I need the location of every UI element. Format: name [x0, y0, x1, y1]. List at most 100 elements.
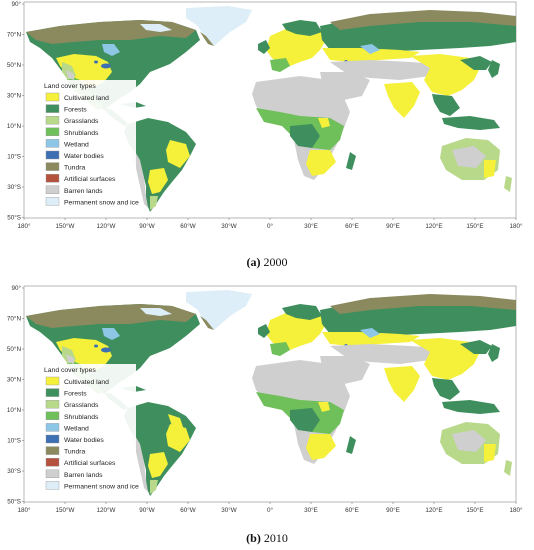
lat-tick-label: 70°N: [7, 31, 22, 39]
china-cultivated: [410, 54, 480, 96]
lake-winnipeg: [94, 344, 98, 348]
lon-tick-label: 150°W: [56, 506, 75, 514]
legend-label: Artificial surfaces: [64, 176, 116, 183]
legend-swatch: [45, 197, 60, 206]
lat-tick-label: 50°S: [7, 498, 21, 506]
legend-swatch: [45, 185, 60, 195]
lat-tick-label: 30°S: [7, 467, 21, 475]
lat-tick-label: 50°N: [7, 61, 22, 69]
lat-tick-label: 90°: [11, 0, 21, 8]
caption-letter-a: (a): [246, 255, 261, 269]
lon-tick-label: 60°E: [345, 222, 359, 230]
legend-label: Permanent snow and ice: [64, 483, 139, 490]
europe-cultivated: [266, 26, 326, 66]
southeast-asia: [432, 94, 460, 116]
manchuria-forest: [460, 340, 492, 354]
south-america-forest: [124, 118, 196, 212]
lat-tick-label: 50°S: [7, 214, 21, 222]
legend-swatch: [45, 399, 60, 409]
legend-swatch: [45, 104, 60, 113]
north-america-forest: [26, 304, 200, 394]
west-siberian-wetland: [360, 328, 380, 338]
legend-swatch: [45, 481, 60, 490]
lon-tick-label: 180°: [17, 506, 31, 514]
legend-label: Cultivated land: [64, 379, 109, 386]
land-masses: [26, 6, 516, 212]
amazon-frontier-2010: [168, 414, 184, 432]
siberia-tundra: [330, 294, 516, 314]
lake-winnipeg: [94, 60, 98, 64]
map-panel-2010: 90° 70°N 50°N 30°N 10°N 10°S 30°S 50°S 180° 150°W…: [0, 284, 534, 550]
british-isles: [258, 40, 270, 54]
longitude-ticks: 180° 150°W 120°W 90°W 60°W 30°W 0° 30°E 60°E 90°E…: [17, 502, 523, 514]
congo-forest: [290, 408, 320, 432]
legend-label: Tundra: [64, 165, 86, 172]
brazil-cultivated: [166, 140, 190, 168]
us-cultivated: [56, 54, 112, 88]
us-cultivated: [56, 338, 112, 372]
lon-tick-label: 120°W: [97, 222, 116, 230]
us-southwest-barren: [66, 354, 74, 364]
latitude-ticks: 90° 70°N 50°N 30°N 10°N 10°S 30°S 50°S: [7, 284, 24, 506]
greenland-ice: [186, 290, 252, 330]
map-panel-2000: 90° 70°N 50°N 30°N 10°N 10°S 30°S 50°S 180° 150°W…: [7, 0, 523, 269]
lon-tick-label: 60°W: [180, 222, 196, 230]
legend-swatch: [45, 173, 60, 183]
australia-barren: [452, 430, 486, 452]
lat-tick-label: 30°N: [7, 92, 22, 100]
lon-tick-label: 60°E: [345, 506, 359, 514]
pampas-cultivated: [148, 452, 168, 478]
lat-tick-label: 10°S: [7, 153, 21, 161]
lon-tick-label: 30°W: [221, 222, 237, 230]
legend-title: Land cover types: [44, 83, 96, 90]
lon-tick-label: 120°W: [97, 506, 116, 514]
australia-cultivated: [484, 444, 496, 462]
legend-swatch: [45, 376, 60, 386]
legend-label: Barren lands: [64, 472, 103, 479]
new-zealand: [504, 460, 512, 476]
latitude-ticks: 90° 70°N 50°N 30°N 10°N 10°S 30°S 50°S: [7, 0, 24, 222]
british-isles: [258, 324, 270, 338]
legend-swatch: [45, 469, 60, 479]
legend-label: Permanent snow and ice: [64, 199, 139, 206]
lon-tick-label: 30°E: [304, 222, 318, 230]
legend-swatch: [45, 162, 60, 171]
caption-year-b: 2010: [263, 531, 288, 545]
legend-swatch: [45, 388, 60, 397]
canadian-arctic-ice: [140, 308, 172, 316]
legend: Land cover types Cultivated land Forests Gr…: [40, 364, 139, 494]
southeast-asia: [432, 378, 460, 400]
indonesia: [442, 400, 500, 414]
lon-tick-label: 180°: [17, 222, 31, 230]
greenland-ice: [186, 6, 252, 46]
congo-forest: [290, 124, 320, 148]
lon-tick-label: 150°E: [466, 506, 483, 514]
hudson-wetland: [102, 44, 120, 56]
india-expansion-2010: [402, 374, 412, 388]
legend-swatch: [45, 92, 60, 102]
longitude-ticks: 180° 150°W 120°W 90°W 60°W 30°W 0° 30°E 60°E 90°E…: [17, 218, 523, 230]
ethiopia-cultivated: [318, 118, 330, 128]
patagonia-grass: [150, 196, 158, 210]
patagonia-grass: [150, 480, 158, 494]
lon-tick-label: 60°W: [180, 506, 196, 514]
australia-cultivated: [484, 160, 496, 178]
legend-label: Water bodies: [64, 437, 104, 444]
scandinavia-forest: [282, 20, 322, 36]
legend-label: Artificial surfaces: [64, 460, 116, 467]
great-lakes: [101, 63, 111, 69]
lat-tick-label: 10°N: [7, 406, 22, 414]
japan: [488, 60, 500, 78]
pampas-cultivated: [148, 168, 168, 194]
legend-swatch: [45, 139, 60, 148]
greenland-coast: [200, 316, 214, 330]
legend-swatch: [45, 115, 60, 125]
iberia-shrub: [270, 58, 290, 72]
west-siberian-wetland: [360, 44, 380, 54]
steppe-cultivated: [322, 48, 420, 62]
lon-tick-label: 120°E: [425, 222, 442, 230]
north-america-forest: [26, 20, 200, 110]
lon-tick-label: 30°W: [221, 506, 237, 514]
lat-tick-label: 70°N: [7, 315, 22, 323]
